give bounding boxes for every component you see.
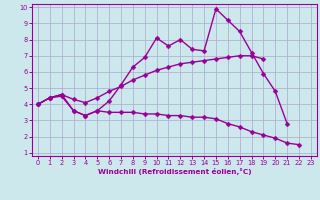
X-axis label: Windchill (Refroidissement éolien,°C): Windchill (Refroidissement éolien,°C) — [98, 168, 251, 175]
